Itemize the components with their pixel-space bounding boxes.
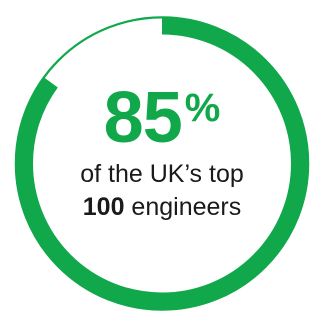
ring-filled-segment: [15, 16, 309, 311]
stat-value: 85 %: [104, 82, 221, 154]
caption-number: 100: [82, 193, 125, 221]
caption-line-1: of the UK’s top: [80, 160, 244, 188]
caption-rest: engineers: [124, 193, 242, 221]
stat-number: 85: [103, 78, 183, 158]
stat-text-block: 85 % of the UK’s top 100 engineers: [0, 82, 324, 224]
caption-line-2: 100 engineers: [0, 191, 324, 224]
stat-unit: %: [184, 86, 221, 130]
